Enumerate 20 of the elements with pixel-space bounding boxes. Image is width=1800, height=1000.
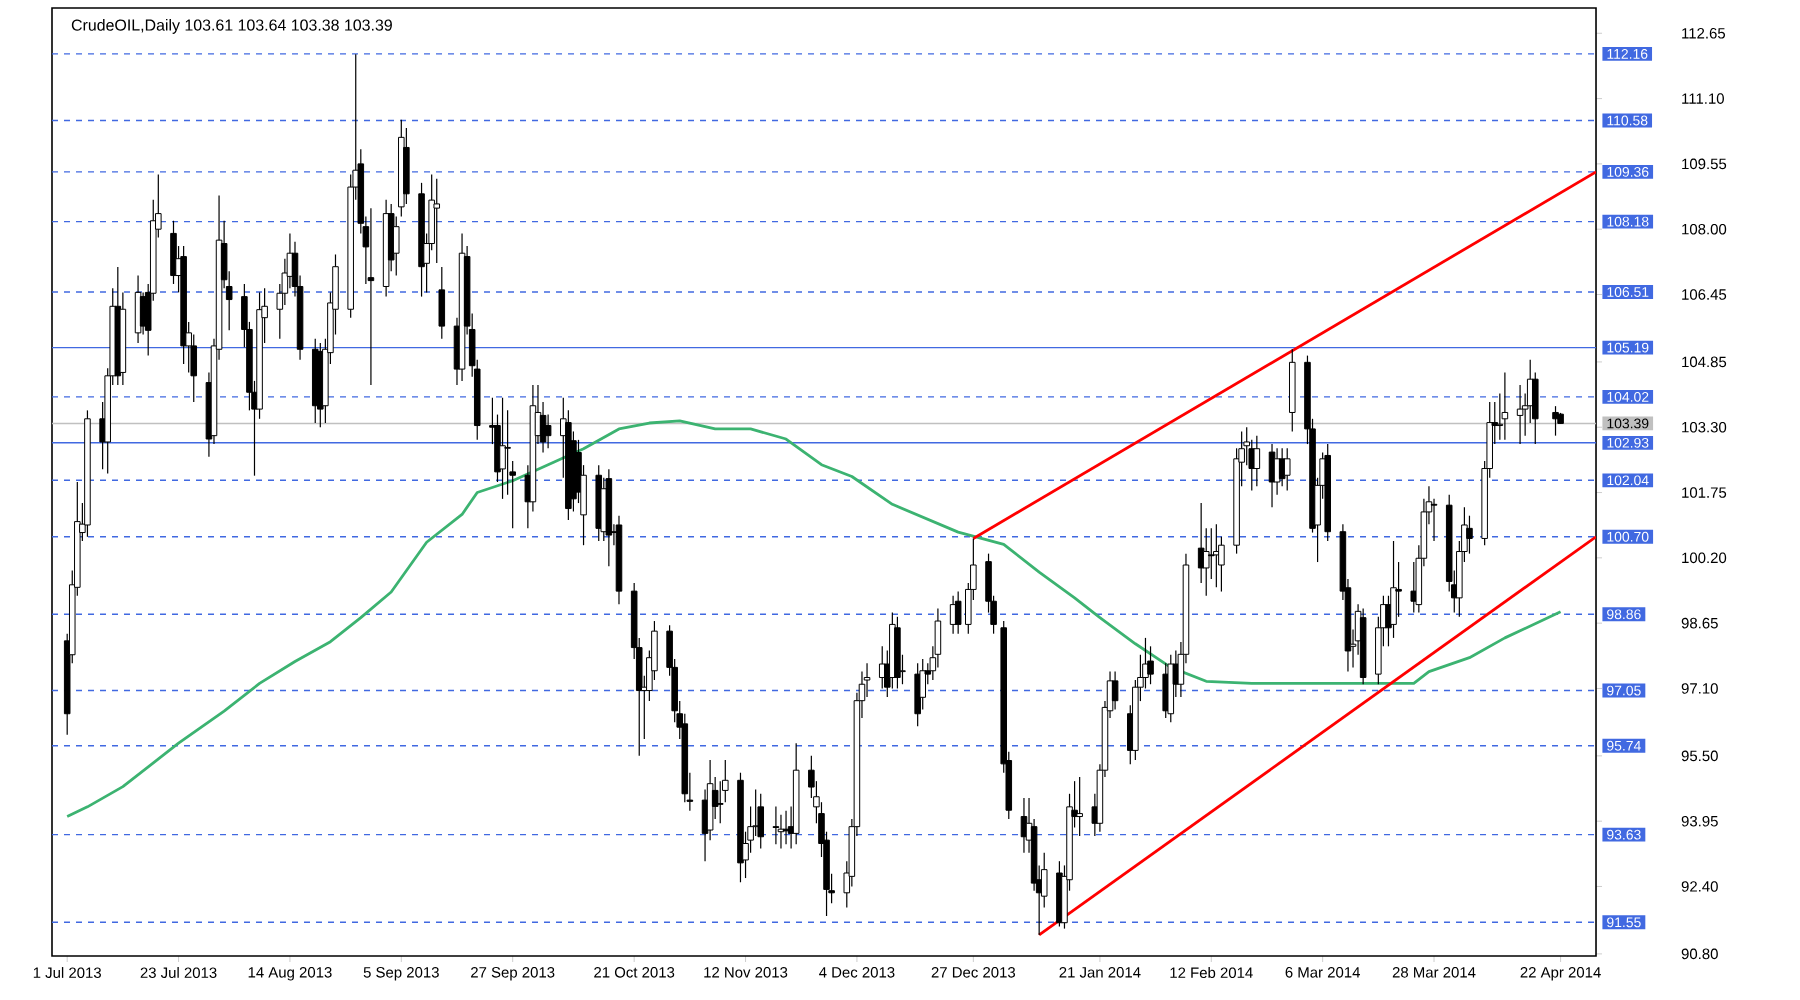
candlestick	[392, 215, 400, 277]
candlestick	[1111, 670, 1119, 711]
candlestick	[1516, 384, 1524, 445]
candlestick	[438, 266, 446, 340]
candlestick	[1501, 371, 1509, 441]
candlestick	[1076, 776, 1083, 837]
candlestick	[1390, 540, 1397, 639]
candlestick	[1395, 561, 1402, 618]
candlestick	[1253, 435, 1261, 487]
candlestick	[1202, 527, 1210, 597]
candlestick	[403, 127, 410, 205]
candlestick	[504, 409, 511, 496]
candlestick	[716, 780, 724, 824]
candlestick	[499, 397, 506, 500]
candlestick	[1147, 645, 1154, 685]
candlestick	[367, 207, 375, 386]
candlestick	[772, 805, 780, 845]
candlestick	[1466, 515, 1473, 555]
candlestick	[1207, 527, 1215, 580]
candlestick	[433, 178, 441, 264]
